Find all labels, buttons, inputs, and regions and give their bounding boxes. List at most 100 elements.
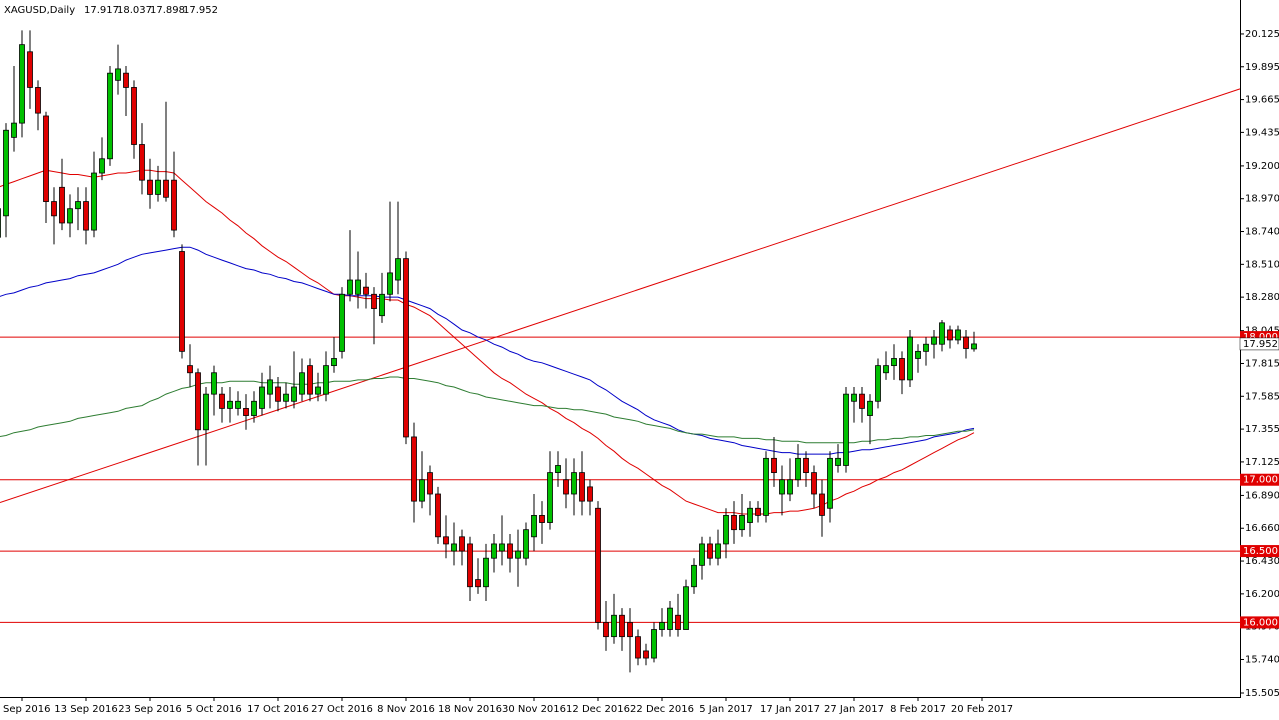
candle-body <box>51 201 57 217</box>
moving-average <box>0 169 975 515</box>
level-label: 16.500 <box>1243 546 1278 557</box>
candle-body <box>171 179 177 231</box>
candle-body <box>195 372 201 431</box>
x-tick-label: 8 Nov 2016 <box>377 704 435 715</box>
y-tick-label: 15.505 <box>1245 688 1279 699</box>
candle-body <box>347 279 353 295</box>
y-tick-label: 15.740 <box>1245 654 1279 665</box>
candle-body <box>163 179 169 198</box>
candle-body <box>651 629 657 659</box>
candle-body <box>299 372 305 395</box>
candle-body <box>723 515 729 545</box>
candle-body <box>331 358 337 367</box>
header-close: 17.952 <box>183 5 218 16</box>
y-tick-label: 18.970 <box>1245 194 1279 205</box>
candle-body <box>699 543 705 566</box>
x-tick-label: 8 Feb 2017 <box>890 704 946 715</box>
candle-body <box>219 393 225 409</box>
candle-body <box>843 393 849 466</box>
header-high: 18.037 <box>117 5 152 16</box>
candle-body <box>27 51 33 88</box>
candle-body <box>491 543 497 559</box>
candle-body <box>411 436 417 502</box>
level-label: 17.000 <box>1243 475 1278 486</box>
candle-body <box>835 457 841 466</box>
y-tick-label: 17.355 <box>1245 424 1279 435</box>
candle-body <box>83 201 89 231</box>
x-tick-label: 5 Oct 2016 <box>186 704 241 715</box>
candle-body <box>867 400 873 416</box>
candle-body <box>635 636 641 659</box>
candle-body <box>595 507 601 623</box>
y-tick-label: 16.890 <box>1245 490 1279 501</box>
candle-body <box>715 543 721 559</box>
candle-body <box>787 479 793 495</box>
x-tick-label: 1 Sep 2016 <box>0 704 51 715</box>
candle-body <box>115 68 121 81</box>
y-tick-label: 18.740 <box>1245 227 1279 238</box>
candle-body <box>211 372 217 395</box>
candle-body <box>483 557 489 588</box>
x-tick-label: 13 Sep 2016 <box>54 704 117 715</box>
candle-body <box>427 472 433 495</box>
candle-body <box>795 457 801 481</box>
candle-body <box>923 343 929 352</box>
candle-body <box>659 621 665 630</box>
price-tag-label: 17.952 <box>1243 339 1278 350</box>
x-tick-label: 12 Dec 2016 <box>566 704 630 715</box>
y-tick-label: 19.435 <box>1245 127 1279 138</box>
candle-body <box>531 515 537 538</box>
candle-body <box>403 258 409 438</box>
candle-body <box>907 336 913 381</box>
candle-body <box>107 72 113 160</box>
candle-body <box>891 358 897 367</box>
candle-body <box>875 365 881 402</box>
candle-body <box>67 208 73 224</box>
candle-body <box>123 72 129 88</box>
candle-body <box>499 543 505 552</box>
candle-body <box>947 329 953 341</box>
candle-body <box>363 286 369 295</box>
candle-body <box>827 457 833 509</box>
candle-body <box>707 543 713 559</box>
candle-body <box>523 529 529 559</box>
candle-body <box>955 329 961 341</box>
trendline <box>0 88 1241 504</box>
candle-body <box>251 400 257 416</box>
candle-body <box>555 465 561 474</box>
y-tick-label: 19.895 <box>1245 62 1279 73</box>
candle-body <box>883 365 889 374</box>
candle-body <box>731 515 737 531</box>
candle-body <box>771 457 777 474</box>
candle-body <box>307 365 313 395</box>
candle-body <box>819 493 825 516</box>
candle-body <box>763 457 769 516</box>
y-tick-label: 16.200 <box>1245 589 1279 600</box>
x-tick-label: 17 Oct 2016 <box>247 704 309 715</box>
moving-average <box>0 246 975 455</box>
candle-body <box>507 543 513 559</box>
x-tick-label: 27 Jan 2017 <box>824 704 884 715</box>
header-open: 17.917 <box>84 5 119 16</box>
candle-body <box>315 386 321 395</box>
candle-body <box>627 621 633 638</box>
candle-body <box>291 386 297 402</box>
candle-body <box>147 179 153 195</box>
candle-body <box>99 158 105 174</box>
plot-area <box>0 30 1241 673</box>
candle-body <box>371 293 377 309</box>
candle-body <box>619 614 625 638</box>
candle-body <box>395 258 401 281</box>
x-tick-label: 20 Feb 2017 <box>951 704 1013 715</box>
candle-body <box>59 186 65 224</box>
candle-body <box>587 486 593 502</box>
candle-body <box>443 536 449 545</box>
x-tick-label: 23 Sep 2016 <box>118 704 181 715</box>
y-tick-label: 20.125 <box>1245 29 1279 40</box>
candle-body <box>235 400 241 409</box>
x-tick-label: 27 Oct 2016 <box>311 704 373 715</box>
y-tick-label: 17.585 <box>1245 391 1279 402</box>
candle-body <box>227 400 233 409</box>
y-tick-label: 19.200 <box>1245 161 1279 172</box>
